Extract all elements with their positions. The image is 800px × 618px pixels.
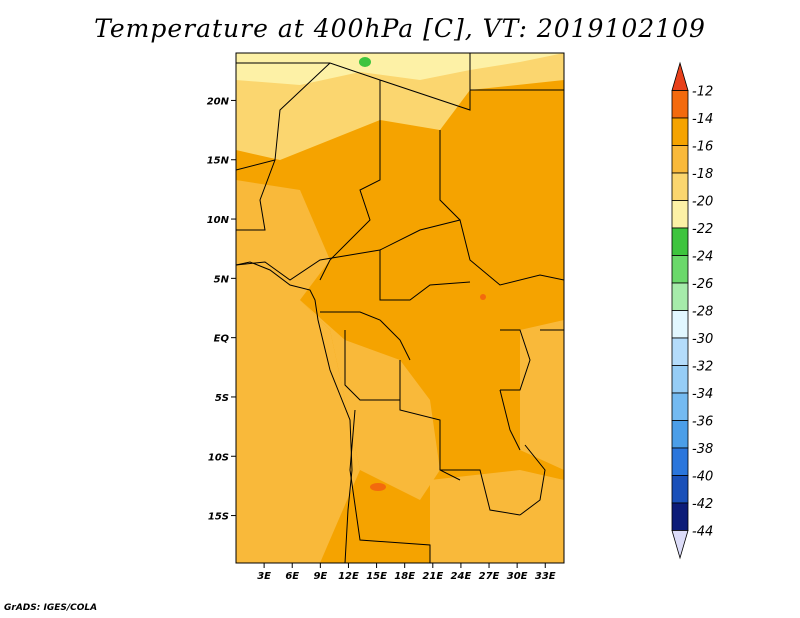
- colorbar-swatch: [671, 420, 689, 449]
- coastline: [236, 261, 353, 563]
- colorbar-label: -20: [692, 195, 713, 210]
- x-tick-label: 3E: [257, 571, 271, 582]
- colorbar-label: -40: [692, 470, 713, 485]
- colorbar-swatch: [671, 475, 689, 504]
- field-region-north: [236, 53, 564, 85]
- y-tick-label: 10S: [208, 452, 229, 463]
- x-tick-label: 18E: [394, 571, 415, 582]
- y-tick-label: 5N: [214, 274, 230, 285]
- colorbar-swatch: [671, 392, 689, 421]
- colorbar-label: -18: [692, 167, 713, 182]
- field-region-south: [430, 470, 564, 563]
- green-spot: [359, 57, 371, 67]
- colorbar-label: -38: [692, 442, 713, 457]
- colorbar-label: -36: [692, 415, 713, 430]
- colorbar-swatch: [671, 117, 689, 146]
- chart-title: Temperature at 400hPa [C], VT: 201910210…: [94, 14, 706, 43]
- grads-credit: GrADS: IGES/COLA: [4, 603, 98, 613]
- x-tick-label: 27E: [479, 571, 500, 582]
- x-axis: 3E 6E 9E 12E 15E 18E 21E 24E 27E 30E 33E: [257, 563, 556, 582]
- warm-spot-2: [480, 294, 486, 300]
- colorbar-swatch: [671, 502, 689, 531]
- map-frame: [235, 52, 565, 564]
- colorbar-swatch: [671, 145, 689, 174]
- colorbar-label: -32: [692, 360, 713, 375]
- colorbar-label: -16: [692, 140, 713, 155]
- y-tick-label: 20N: [207, 96, 230, 107]
- colorbar-swatch: [671, 530, 689, 560]
- y-tick-label: 15N: [207, 156, 230, 167]
- colorbar-swatch: [671, 337, 689, 366]
- colorbar-swatch: [671, 172, 689, 201]
- colorbar-label: -12: [692, 85, 713, 100]
- x-tick-label: 21E: [422, 571, 443, 582]
- colorbar-swatch: [671, 61, 689, 91]
- x-tick-label: 24E: [451, 571, 472, 582]
- colorbar-label: -44: [692, 525, 713, 540]
- y-tick-label: EQ: [214, 334, 230, 345]
- x-tick-label: 33E: [535, 571, 556, 582]
- colorbar-label: -24: [692, 250, 713, 265]
- colorbar-swatch: [671, 255, 689, 284]
- x-tick-label: 9E: [313, 571, 327, 582]
- colorbar-label: -14: [692, 112, 713, 127]
- country-borders: [236, 53, 564, 563]
- colorbar-label: -28: [692, 305, 713, 320]
- colorbar-swatch: [671, 227, 689, 256]
- map-field: [236, 53, 564, 563]
- field-region-east: [520, 320, 564, 470]
- x-tick-label: 15E: [366, 571, 387, 582]
- warm-spot-1: [370, 483, 386, 491]
- y-axis: 20N 15N 10N 5N EQ 5S 10S 15S: [207, 96, 236, 523]
- colorbar-label: -30: [692, 332, 713, 347]
- colorbar-swatch: [671, 90, 689, 119]
- x-tick-label: 6E: [285, 571, 299, 582]
- field-region-west: [236, 180, 360, 563]
- colorbar: -12 -14 -16 -18 -20 -22 -24 -26 -28 -30 -32 -34 -36 -…: [671, 61, 713, 560]
- y-tick-label: 15S: [208, 512, 229, 523]
- colorbar-label: -22: [692, 222, 713, 237]
- y-tick-label: 10N: [207, 215, 230, 226]
- colorbar-swatch: [671, 447, 689, 476]
- x-tick-label: 30E: [507, 571, 528, 582]
- y-tick-label: 5S: [215, 393, 229, 404]
- colorbar-label: -42: [692, 497, 713, 512]
- colorbar-label: -26: [692, 277, 713, 292]
- colorbar-label: -34: [692, 387, 713, 402]
- x-tick-label: 12E: [338, 571, 359, 582]
- colorbar-swatch: [671, 200, 689, 229]
- colorbar-swatch: [671, 365, 689, 394]
- colorbar-swatch: [671, 282, 689, 311]
- colorbar-swatch: [671, 310, 689, 339]
